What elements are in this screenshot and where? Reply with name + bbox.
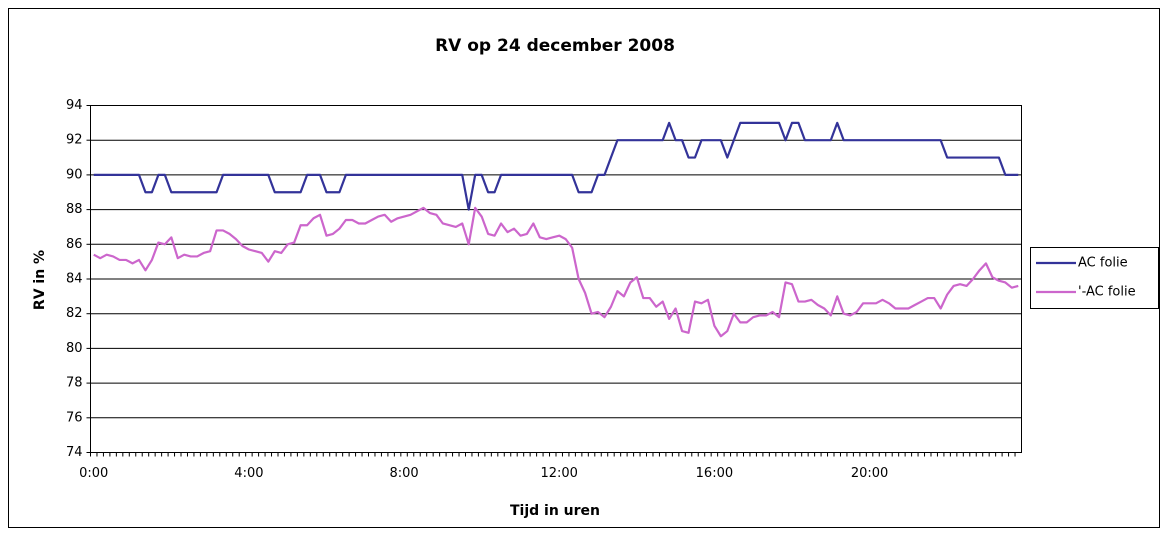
line-series bbox=[93, 206, 1019, 338]
x-axis-title: Tijd in uren bbox=[510, 503, 600, 519]
x-tick-label: 8:00 bbox=[389, 466, 418, 481]
y-tick-label: 76 bbox=[66, 410, 83, 425]
y-axis-title: RV in % bbox=[32, 250, 48, 310]
y-tick-label: 94 bbox=[66, 98, 83, 113]
y-tick-label: 82 bbox=[66, 306, 83, 321]
x-tick-label: 16:00 bbox=[696, 466, 733, 481]
y-tick-label: 90 bbox=[66, 167, 83, 182]
y-tick-label: 78 bbox=[66, 376, 83, 391]
legend bbox=[1030, 247, 1159, 309]
line-series bbox=[93, 121, 1019, 211]
y-tick-label: 74 bbox=[66, 445, 83, 460]
legend-label: '-AC folie bbox=[1078, 285, 1136, 300]
x-tick-label: 0:00 bbox=[79, 466, 108, 481]
x-tick-label: 4:00 bbox=[234, 466, 263, 481]
y-tick-label: 92 bbox=[66, 133, 83, 148]
y-tick-label: 84 bbox=[66, 272, 83, 287]
y-tick-label: 80 bbox=[66, 341, 83, 356]
legend-label: AC folie bbox=[1078, 256, 1128, 271]
y-tick-label: 88 bbox=[66, 202, 83, 217]
x-tick-label: 12:00 bbox=[540, 466, 577, 481]
chart-title: RV op 24 december 2008 bbox=[435, 36, 675, 56]
x-tick-label: 20:00 bbox=[851, 466, 888, 481]
y-tick-label: 86 bbox=[66, 237, 83, 252]
